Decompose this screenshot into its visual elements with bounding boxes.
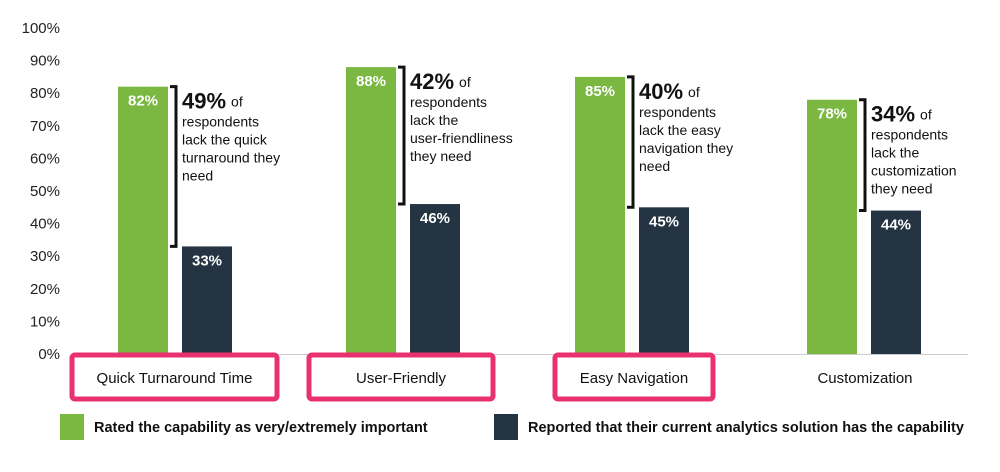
bar-has-capability: [871, 210, 921, 354]
gap-text: lack the: [871, 145, 919, 161]
bar-value-label: 46%: [420, 210, 450, 227]
bar-value-label: 85%: [585, 83, 615, 100]
legend-label: Reported that their current analytics so…: [528, 420, 964, 436]
gap-text: need: [182, 168, 213, 184]
legend-swatch-has-capability: [494, 414, 518, 440]
y-tick-label: 30%: [30, 248, 60, 265]
y-tick-label: 0%: [38, 346, 60, 363]
gap-text: respondents: [182, 114, 259, 130]
gap-text: turnaround they: [182, 150, 280, 166]
gap-text: they need: [410, 148, 472, 164]
gap-text: lack the easy: [639, 122, 721, 138]
bar-has-capability: [639, 207, 689, 354]
y-tick-label: 80%: [30, 85, 60, 102]
highlight-box: [69, 352, 280, 402]
bar-has-capability: [182, 246, 232, 354]
gap-percent: 49%: [182, 89, 226, 114]
gap-text: they need: [871, 181, 933, 197]
y-tick-label: 10%: [30, 313, 60, 330]
bar-value-label: 44%: [881, 217, 911, 234]
gap-text: lack the: [410, 112, 458, 128]
gap-text: respondents: [410, 94, 487, 110]
gap-percent: 42%: [410, 69, 454, 94]
y-tick-label: 20%: [30, 281, 60, 298]
category-label: User-Friendly: [356, 370, 447, 387]
y-tick-label: 90%: [30, 53, 60, 70]
gap-text: of: [459, 74, 471, 90]
bar-value-label: 82%: [128, 93, 158, 110]
category-label: Customization: [817, 370, 912, 387]
gap-text: of: [231, 94, 243, 110]
gap-text: respondents: [871, 127, 948, 143]
gap-bracket: [398, 65, 406, 206]
bar-value-label: 78%: [817, 106, 847, 123]
gap-text: of: [688, 84, 700, 100]
gap-text: customization: [871, 163, 957, 179]
y-tick-label: 40%: [30, 216, 60, 233]
gap-bracket: [170, 85, 178, 248]
y-tick-label: 100%: [22, 20, 60, 37]
bar-important: [807, 99, 857, 354]
gap-text: need: [639, 158, 670, 174]
gap-bracket: [627, 75, 635, 209]
legend-swatch-important: [60, 414, 84, 440]
highlight-box: [552, 352, 716, 402]
y-tick-label: 50%: [30, 183, 60, 200]
bar-has-capability: [410, 204, 460, 354]
bar-value-label: 88%: [356, 73, 386, 90]
legend-label: Rated the capability as very/extremely i…: [94, 420, 428, 436]
gap-percent: 34%: [871, 102, 915, 127]
y-tick-label: 60%: [30, 150, 60, 167]
y-tick-label: 70%: [30, 118, 60, 135]
gap-bracket: [859, 98, 867, 213]
category-label: Quick Turnaround Time: [97, 370, 253, 387]
gap-text: respondents: [639, 104, 716, 120]
gap-text: lack the quick: [182, 132, 268, 148]
bar-value-label: 45%: [649, 213, 679, 230]
highlight-box: [306, 352, 496, 402]
bar-important: [346, 67, 396, 355]
category-label: Easy Navigation: [580, 370, 688, 387]
bar-value-label: 33%: [192, 252, 222, 269]
gap-text: navigation they: [639, 140, 733, 156]
bar-important: [118, 86, 168, 355]
gap-percent: 40%: [639, 79, 683, 104]
bar-important: [575, 76, 625, 355]
gap-text: user-friendliness: [410, 130, 513, 146]
gap-text: of: [920, 107, 932, 123]
